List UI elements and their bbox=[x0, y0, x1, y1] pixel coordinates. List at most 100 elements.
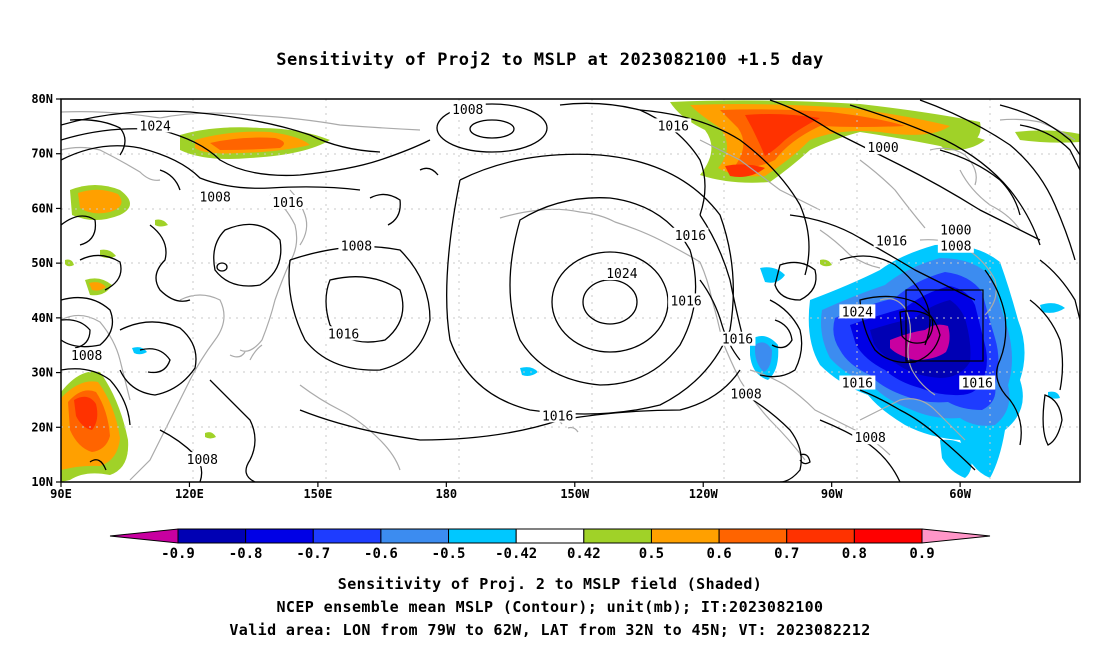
colorbar-bin bbox=[380, 528, 450, 544]
lon-tick-label: 150E bbox=[303, 487, 332, 501]
contour-label: 1016 bbox=[876, 234, 907, 249]
contour-labels: 1008 1024 1016 1000 1008 1016 1008 1016 1016 1000… bbox=[68, 101, 996, 468]
contour-label: 1016 bbox=[842, 377, 873, 392]
contour-label: 1016 bbox=[722, 333, 753, 348]
colorbar-tick-label: -0.7 bbox=[296, 546, 330, 562]
contour-label: 1008 bbox=[855, 431, 886, 446]
contour-label-bg bbox=[873, 233, 910, 248]
contour-label: 1016 bbox=[542, 409, 573, 424]
lat-tick-label: 60N bbox=[31, 201, 53, 215]
colorbar-bin bbox=[650, 528, 720, 544]
contour-label-bg bbox=[937, 238, 974, 253]
lat-tick-label: 10N bbox=[31, 475, 53, 489]
lat-tick-label: 50N bbox=[31, 256, 53, 270]
contour-label-bg bbox=[668, 293, 705, 308]
sensitivity-shading bbox=[61, 100, 1080, 482]
map-frame bbox=[60, 98, 1081, 483]
colorbar-tick-label: -0.8 bbox=[229, 546, 263, 562]
contour-label-bg bbox=[959, 375, 996, 390]
contour-label-bg bbox=[852, 430, 889, 445]
colorbar-tick-label: 0.7 bbox=[774, 546, 799, 562]
caption-valid-area: Valid area: LON from 79W to 62W, LAT fro… bbox=[229, 621, 871, 639]
contour-label-bg bbox=[269, 194, 306, 209]
valid-area-box bbox=[905, 289, 984, 362]
colorbar-tick-label: 0.5 bbox=[639, 546, 664, 562]
longitude-axis: 90E 120E 150E 180 150W 120W 90W 60W bbox=[50, 482, 972, 501]
contour-label-bg bbox=[539, 408, 576, 423]
caption-contour: NCEP ensemble mean MSLP (Contour); unit(… bbox=[276, 598, 824, 616]
contour-label: 1024 bbox=[140, 119, 171, 134]
contour-label: 1016 bbox=[272, 196, 303, 211]
colorbar: -0.9 -0.8 -0.7 -0.6 -0.5 -0.42 0.42 0.5 0.6 0.7 0.… bbox=[109, 528, 991, 562]
contour-label-bg bbox=[672, 227, 709, 242]
colorbar-tick-label: 0.42 bbox=[567, 546, 601, 562]
contour-label: 1000 bbox=[940, 223, 971, 238]
contour-label: 1016 bbox=[670, 294, 701, 309]
lat-tick-label: 30N bbox=[31, 366, 53, 380]
contour-label: 1008 bbox=[940, 240, 971, 255]
colorbar-bin bbox=[245, 528, 314, 544]
caption-shading: Sensitivity of Proj. 2 to MSLP field (Sh… bbox=[337, 575, 763, 593]
contour-label-bg bbox=[68, 348, 105, 363]
colorbar-tick-label: -0.9 bbox=[161, 546, 195, 562]
lat-tick-label: 20N bbox=[31, 420, 53, 434]
contour-label: 1016 bbox=[962, 377, 993, 392]
contour-label-bg bbox=[325, 326, 362, 341]
lon-tick-label: 60W bbox=[949, 487, 971, 501]
colorbar-tick-label: 0.6 bbox=[706, 546, 731, 562]
lat-tick-label: 70N bbox=[31, 147, 53, 161]
contour-label-bg bbox=[603, 266, 640, 281]
contour-label-bg bbox=[655, 118, 692, 133]
contour-label-bg bbox=[728, 386, 765, 401]
contour-label-bg bbox=[865, 140, 902, 155]
colorbar-bin bbox=[177, 528, 247, 544]
contour-label: 1016 bbox=[658, 119, 689, 134]
lon-tick-label: 180 bbox=[435, 487, 457, 501]
contour-label-bg bbox=[937, 222, 974, 237]
contour-label: 1016 bbox=[675, 229, 706, 244]
contour-label-bg bbox=[719, 331, 756, 346]
contour-label: 1008 bbox=[341, 240, 372, 255]
contour-label: 1008 bbox=[71, 349, 102, 364]
contour-label: 1008 bbox=[199, 190, 230, 205]
contour-label: 1024 bbox=[842, 305, 873, 320]
colorbar-max-arrow bbox=[921, 528, 991, 544]
colorbar-bin bbox=[583, 528, 652, 544]
contour-label-bg bbox=[137, 118, 174, 133]
contour-label: 1008 bbox=[187, 453, 218, 468]
colorbar-tick-label: 0.9 bbox=[909, 546, 934, 562]
colorbar-tick-label: -0.42 bbox=[495, 546, 537, 562]
latitude-axis: 80N 70N 60N 50N 40N 30N 20N 10N bbox=[31, 92, 61, 489]
contour-label: 1000 bbox=[867, 141, 898, 156]
lon-tick-label: 90E bbox=[50, 487, 72, 501]
contour-label-bg bbox=[338, 238, 375, 253]
colorbar-bin bbox=[515, 528, 585, 544]
contour-label-bg bbox=[839, 304, 876, 319]
colorbar-bin bbox=[718, 528, 788, 544]
contour-label-bg bbox=[449, 101, 486, 116]
contour-label-bg bbox=[184, 452, 221, 467]
colorbar-min-arrow bbox=[109, 528, 179, 544]
colorbar-bin bbox=[786, 528, 855, 544]
colorbar-bin bbox=[448, 528, 517, 544]
colorbar-tick-label: -0.5 bbox=[432, 546, 466, 562]
lon-tick-label: 120W bbox=[689, 487, 719, 501]
colorbar-tick-label: 0.8 bbox=[842, 546, 867, 562]
graticule bbox=[61, 99, 1080, 482]
contour-label: 1024 bbox=[606, 267, 637, 282]
contour-label-bg bbox=[839, 375, 876, 390]
lon-tick-label: 120E bbox=[175, 487, 204, 501]
lon-tick-label: 90W bbox=[821, 487, 843, 501]
colorbar-tick-label: -0.6 bbox=[364, 546, 398, 562]
lat-tick-label: 40N bbox=[31, 311, 53, 325]
colorbar-bin bbox=[853, 528, 923, 544]
lat-tick-label: 80N bbox=[31, 92, 53, 106]
contour-label: 1008 bbox=[730, 387, 761, 402]
contour-label: 1008 bbox=[452, 103, 483, 118]
colorbar-bin bbox=[312, 528, 382, 544]
contour-label-bg bbox=[197, 189, 234, 204]
contour-label: 1016 bbox=[328, 327, 359, 342]
lon-tick-label: 150W bbox=[560, 487, 590, 501]
map-title: Sensitivity of Proj2 to MSLP at 20230821… bbox=[276, 50, 824, 70]
